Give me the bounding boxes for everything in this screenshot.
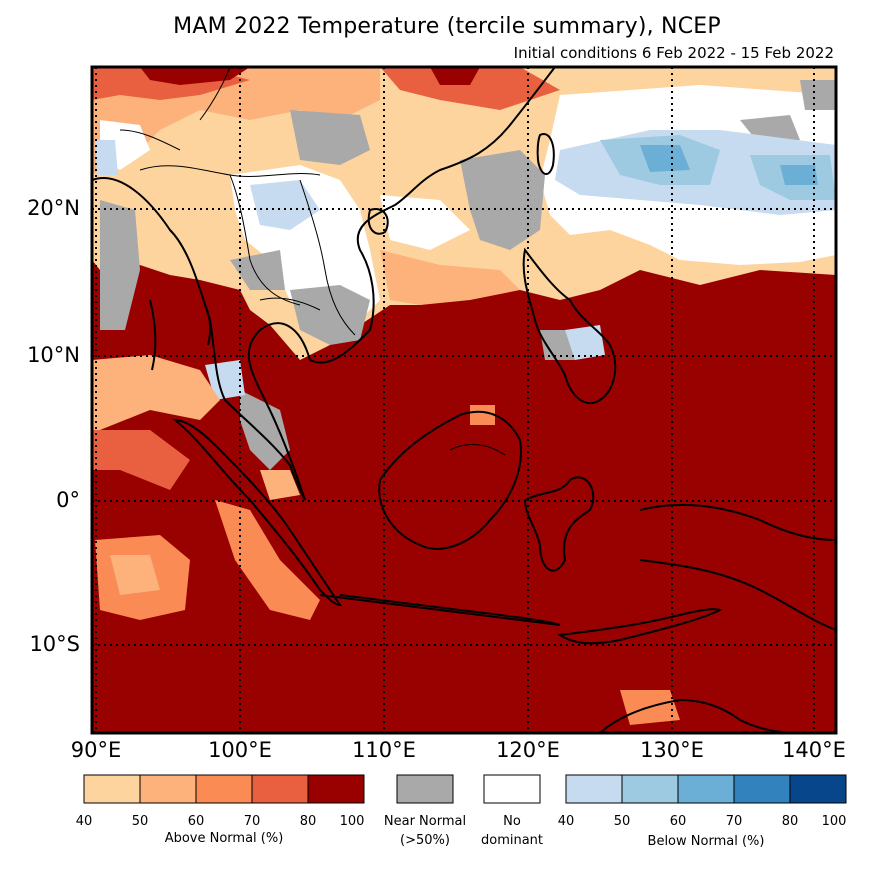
above-tick-40: 40 bbox=[75, 814, 93, 829]
coast-hainan bbox=[367, 208, 389, 235]
below-tick-80: 80 bbox=[781, 814, 799, 829]
colorbar-above-normal bbox=[83, 774, 365, 804]
region-below-normal-low-3 bbox=[205, 360, 245, 400]
below-tick-70: 70 bbox=[725, 814, 743, 829]
colorbar-below-normal bbox=[565, 774, 847, 804]
above-tick-80: 80 bbox=[299, 814, 317, 829]
region-above-normal-high-2 bbox=[380, 67, 560, 110]
lon-label-100e: 100°E bbox=[208, 738, 272, 762]
above-tick-50: 50 bbox=[131, 814, 149, 829]
map-subtitle: Initial conditions 6 Feb 2022 - 15 Feb 2… bbox=[513, 44, 834, 62]
above-normal-swatch-1 bbox=[83, 774, 141, 804]
region-above-normal-mid-2 bbox=[380, 250, 520, 305]
coast-sri-andaman bbox=[149, 299, 212, 371]
lon-label-120e: 120°E bbox=[496, 738, 560, 762]
above-normal-swatch-4 bbox=[251, 774, 309, 804]
below-normal-swatch-5 bbox=[789, 774, 847, 804]
below-normal-swatch-1 bbox=[565, 774, 623, 804]
region-above-normal-west bbox=[92, 355, 220, 430]
coast-sulawesi bbox=[523, 476, 595, 572]
above-normal-swatch-2 bbox=[139, 774, 197, 804]
lon-label-90e: 90°E bbox=[70, 738, 122, 762]
near-normal-label: Near Normal bbox=[383, 814, 467, 829]
region-near-normal bbox=[290, 110, 370, 165]
lon-label-140e: 140°E bbox=[782, 738, 846, 762]
coast-sumatra bbox=[172, 418, 342, 607]
above-tick-70: 70 bbox=[243, 814, 261, 829]
above-normal-swatch-3 bbox=[195, 774, 253, 804]
region-above-normal-sumatra bbox=[215, 500, 320, 620]
above-tick-100: 100 bbox=[339, 814, 365, 829]
lat-label-20n: 20°N bbox=[27, 196, 80, 220]
above-normal-caption: Above Normal (%) bbox=[164, 831, 284, 846]
region-above-normal-top bbox=[140, 67, 250, 85]
lon-label-130e: 130°E bbox=[640, 738, 704, 762]
coastlines bbox=[92, 67, 836, 733]
region-below-normal-high bbox=[640, 145, 690, 172]
no-dominant-sublabel: dominant bbox=[480, 833, 544, 848]
map-title: MAM 2022 Temperature (tercile summary), … bbox=[173, 14, 721, 39]
region-near-normal-9 bbox=[540, 330, 575, 360]
region-below-normal-low-4 bbox=[565, 325, 605, 360]
near-normal-swatch bbox=[396, 774, 454, 804]
region-below-normal-high-2 bbox=[780, 165, 818, 185]
region-above-normal-borneo-n bbox=[470, 405, 495, 425]
below-tick-60: 60 bbox=[669, 814, 687, 829]
region-above-normal-sw-2 bbox=[110, 555, 160, 595]
below-tick-40: 40 bbox=[557, 814, 575, 829]
region-above-normal-west-2 bbox=[92, 430, 190, 490]
coast-java bbox=[319, 594, 561, 626]
no-dominant-swatch bbox=[483, 774, 541, 804]
region-near-normal-8 bbox=[230, 250, 285, 290]
lon-label-110e: 110°E bbox=[352, 738, 416, 762]
below-tick-50: 50 bbox=[613, 814, 631, 829]
below-normal-caption: Below Normal (%) bbox=[647, 834, 765, 849]
region-above-normal-e bbox=[260, 470, 300, 500]
region-near-normal-5 bbox=[100, 200, 140, 330]
no-dominant-label: No bbox=[503, 814, 521, 829]
region-above-normal-top-2 bbox=[430, 67, 480, 85]
coast-australia bbox=[599, 698, 801, 733]
lat-label-0: 0° bbox=[56, 488, 80, 512]
region-below-normal-low-2 bbox=[250, 180, 320, 230]
below-tick-100: 100 bbox=[821, 814, 847, 829]
above-tick-60: 60 bbox=[187, 814, 205, 829]
lat-label-10s: 10°S bbox=[29, 632, 80, 656]
coast-borneo bbox=[378, 410, 522, 550]
below-normal-swatch-3 bbox=[677, 774, 735, 804]
coast-philippines bbox=[522, 247, 617, 405]
coast-taiwan bbox=[536, 133, 555, 175]
region-below-normal-low-5 bbox=[95, 140, 118, 175]
region-near-normal-2 bbox=[460, 150, 545, 250]
coast-timor bbox=[557, 608, 723, 645]
near-normal-sublabel: (>50%) bbox=[400, 833, 450, 848]
coast-mainland bbox=[92, 67, 556, 501]
gridlines bbox=[92, 67, 836, 733]
below-normal-swatch-2 bbox=[621, 774, 679, 804]
map-frame bbox=[90, 65, 838, 735]
region-near-normal-7 bbox=[800, 80, 836, 110]
below-normal-swatch-4 bbox=[733, 774, 791, 804]
lat-label-10n: 10°N bbox=[27, 343, 80, 367]
country-borders bbox=[119, 67, 506, 456]
above-normal-swatch-5 bbox=[307, 774, 365, 804]
